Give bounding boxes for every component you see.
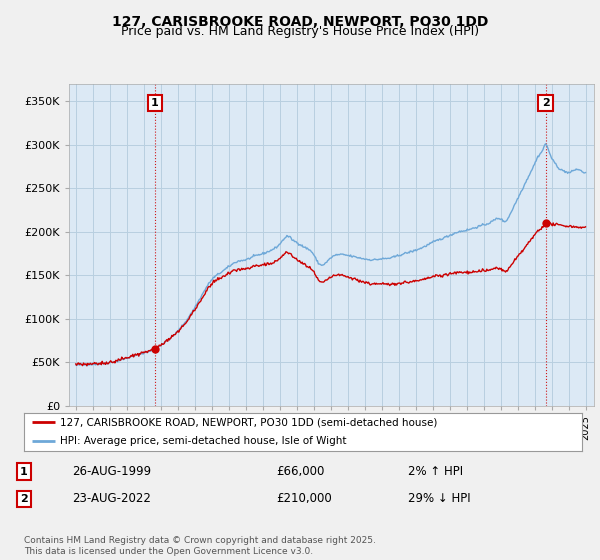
Text: 1: 1 (20, 466, 28, 477)
Text: 127, CARISBROOKE ROAD, NEWPORT, PO30 1DD: 127, CARISBROOKE ROAD, NEWPORT, PO30 1DD (112, 15, 488, 29)
Text: Price paid vs. HM Land Registry's House Price Index (HPI): Price paid vs. HM Land Registry's House … (121, 25, 479, 38)
Text: £66,000: £66,000 (276, 465, 325, 478)
Text: 23-AUG-2022: 23-AUG-2022 (72, 492, 151, 506)
Text: 2% ↑ HPI: 2% ↑ HPI (408, 465, 463, 478)
Text: 2: 2 (20, 494, 28, 504)
Text: 1: 1 (151, 98, 158, 108)
Text: HPI: Average price, semi-detached house, Isle of Wight: HPI: Average price, semi-detached house,… (60, 436, 347, 446)
Text: 26-AUG-1999: 26-AUG-1999 (72, 465, 151, 478)
Text: 2: 2 (542, 98, 550, 108)
Text: 127, CARISBROOKE ROAD, NEWPORT, PO30 1DD (semi-detached house): 127, CARISBROOKE ROAD, NEWPORT, PO30 1DD… (60, 417, 437, 427)
Text: Contains HM Land Registry data © Crown copyright and database right 2025.
This d: Contains HM Land Registry data © Crown c… (24, 536, 376, 556)
Text: £210,000: £210,000 (276, 492, 332, 506)
Text: 29% ↓ HPI: 29% ↓ HPI (408, 492, 470, 506)
